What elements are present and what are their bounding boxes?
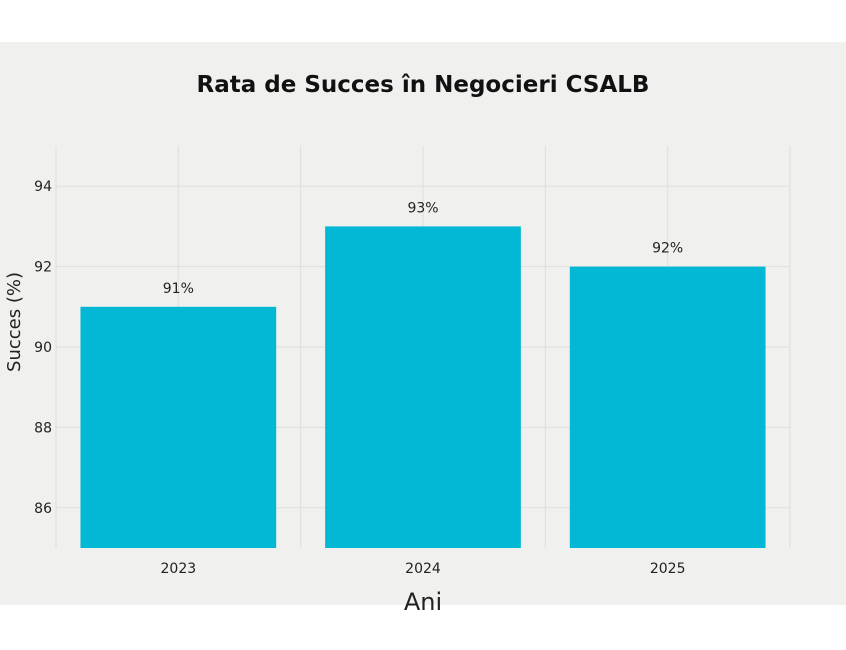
bar-2024 [325,226,521,548]
data-labels: 91% 93% 92% [163,200,683,296]
bar-2023 [80,306,277,548]
data-label: 92% [652,241,683,257]
x-axis-label: Ani [404,588,442,616]
chart-title: Rata de Succes în Negocieri CSALB [197,72,650,98]
y-tick-label: 90 [34,340,52,356]
y-axis-ticks: 86 88 90 92 94 [34,179,52,517]
x-tick-label: 2024 [405,561,441,577]
y-tick-label: 88 [34,420,52,436]
data-label: 91% [163,281,194,297]
x-tick-label: 2023 [161,561,197,577]
x-tick-label: 2025 [650,561,686,577]
data-label: 93% [407,200,438,216]
bar-2025 [569,266,766,548]
x-axis-ticks: 2023 2024 2025 [161,561,686,577]
y-tick-label: 94 [34,179,52,195]
y-axis-label: Succes (%) [4,272,25,372]
y-tick-label: 92 [34,260,52,276]
bars [80,226,766,548]
y-tick-label: 86 [34,501,52,517]
